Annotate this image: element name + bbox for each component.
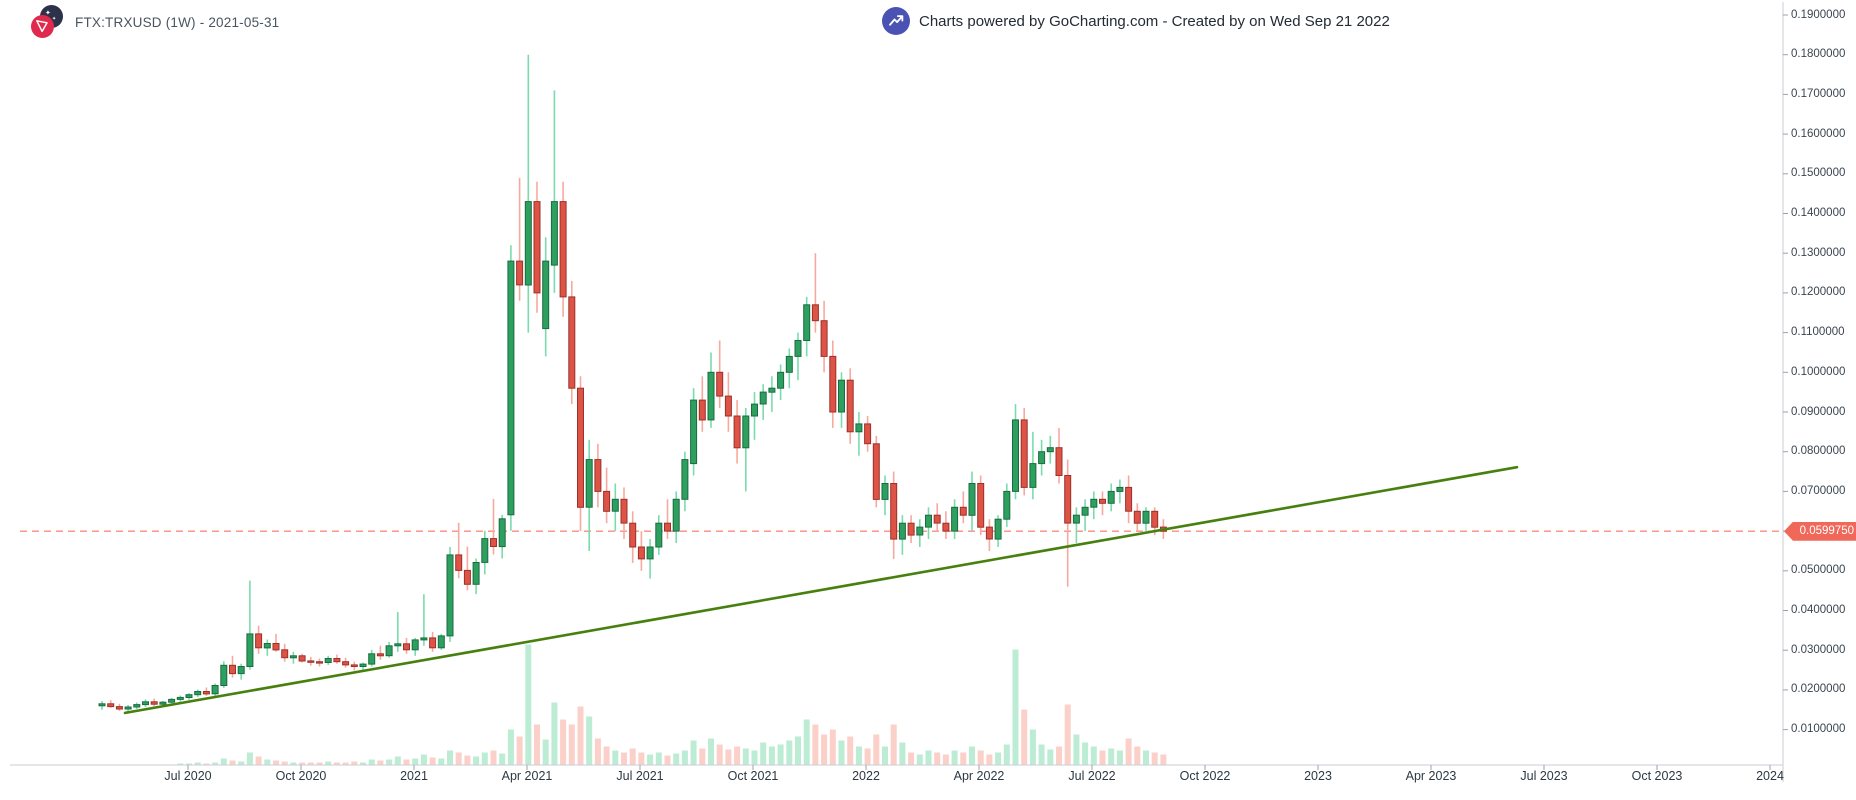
last-price-label: 0.0599750 (1799, 524, 1854, 537)
candles-layer (98, 54, 1167, 712)
attribution-header: Charts powered by GoCharting.com - Creat… (882, 7, 1390, 35)
attribution-text: Charts powered by GoCharting.com - Creat… (919, 12, 1390, 30)
trendline[interactable] (123, 465, 1519, 715)
symbol-title: FTX:TRXUSD (1W) - 2021-05-31 (75, 14, 280, 30)
last-price-tag: 0.0599750 (1784, 521, 1856, 541)
trx-logo-icon (31, 15, 54, 38)
symbol-logo: ✦ ✦ (30, 4, 66, 40)
volume-layer (177, 644, 1167, 765)
symbol-header: ✦ ✦ FTX:TRXUSD (1W) - 2021-05-31 (30, 4, 279, 40)
gocharting-logo-icon (882, 7, 910, 35)
axes (10, 2, 1788, 782)
